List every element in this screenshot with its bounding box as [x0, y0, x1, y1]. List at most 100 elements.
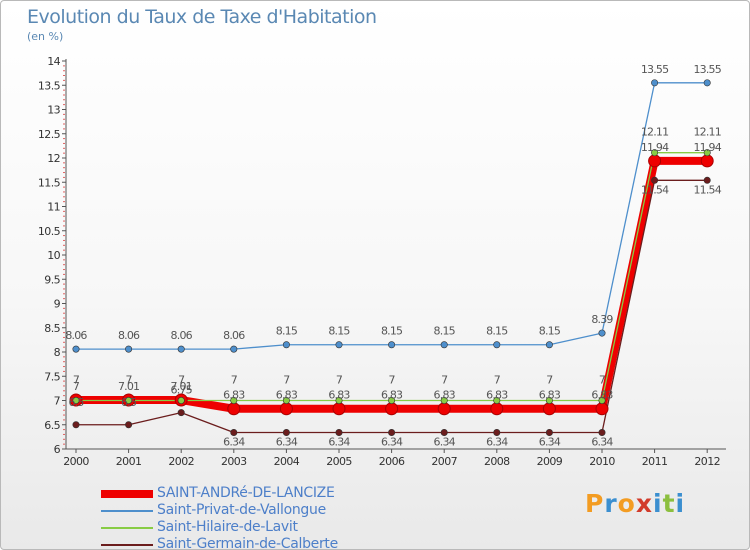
logo-letter: i: [675, 489, 686, 518]
x-tick-label: 2006: [379, 455, 405, 468]
data-point: [72, 421, 80, 429]
x-tick-label: 2002: [168, 455, 194, 468]
data-point: [651, 149, 659, 157]
data-point: [335, 396, 343, 404]
data-point: [595, 402, 609, 416]
data-point: [437, 402, 451, 416]
y-tick-label: 7.5: [44, 370, 60, 383]
data-point: [335, 341, 343, 349]
data-point: [493, 396, 501, 404]
logo-letter: P: [585, 489, 605, 518]
legend-swatch: [101, 527, 153, 529]
y-tick-label: 13: [47, 104, 60, 117]
data-label: 6.34: [591, 436, 613, 449]
data-label: 6.34: [434, 436, 456, 449]
x-tick-label: 2010: [589, 455, 615, 468]
series-line: [76, 82, 708, 350]
data-point: [230, 396, 238, 404]
data-point: [177, 345, 185, 353]
y-tick-label: 13.5: [38, 79, 61, 92]
x-tick-label: 2003: [221, 455, 247, 468]
x-tick-label: 2005: [326, 455, 352, 468]
legend-item: Saint-Privat-de-Vallongue: [101, 502, 421, 520]
data-label: 7.01: [118, 380, 139, 393]
data-label: 6.83: [434, 389, 456, 402]
data-label: 6.83: [486, 389, 508, 402]
x-tick-label: 2000: [63, 455, 89, 468]
data-label: 8.15: [434, 325, 456, 338]
legend-label: SAINT-ANDRé-DE-LANCIZE: [157, 485, 335, 501]
logo-letter: x: [635, 489, 653, 518]
y-tick-label: 6.5: [44, 419, 60, 432]
data-point: [282, 341, 290, 349]
x-tick-label: 2009: [537, 455, 563, 468]
data-point: [388, 396, 396, 404]
data-label: 8.15: [276, 325, 298, 338]
logo-letter: r: [604, 489, 618, 518]
data-label: 8.06: [171, 329, 193, 342]
y-tick-label: 6: [54, 443, 61, 456]
logo-letter: t: [662, 489, 676, 518]
data-point: [72, 345, 80, 353]
data-point: [545, 396, 553, 404]
y-tick-label: 10: [47, 249, 60, 262]
data-label: 8.06: [223, 329, 245, 342]
data-point: [598, 329, 606, 337]
data-point: [125, 345, 133, 353]
data-label: 7: [231, 374, 238, 387]
y-tick-label: 12: [47, 152, 60, 165]
data-label: 12.11: [693, 126, 721, 139]
data-point: [230, 345, 238, 353]
chart-title: Evolution du Taux de Taxe d'Habitation: [27, 6, 377, 28]
data-label: 7: [388, 374, 395, 387]
data-point: [388, 429, 396, 437]
legend-item: Saint-Germain-de-Calberte: [101, 536, 421, 550]
data-label: 6.34: [328, 436, 350, 449]
data-point: [279, 402, 293, 416]
data-label: 8.15: [486, 325, 508, 338]
data-point: [440, 429, 448, 437]
legend-swatch: [101, 490, 153, 498]
legend-label: Saint-Hilaire-de-Lavit: [157, 519, 298, 535]
data-label: 7: [599, 374, 606, 387]
data-label: 6.83: [276, 389, 298, 402]
data-label: 6.83: [223, 389, 245, 402]
logo-letter: o: [617, 489, 636, 518]
data-label: 7: [73, 380, 80, 393]
data-label: 7: [283, 374, 290, 387]
data-label: 7: [546, 374, 553, 387]
data-label: 6.34: [223, 436, 245, 449]
data-label: 11.54: [693, 183, 721, 196]
data-label: 11.94: [641, 141, 669, 154]
legend-label: Saint-Germain-de-Calberte: [157, 536, 338, 550]
data-label: 6.34: [276, 436, 298, 449]
data-point: [700, 154, 714, 168]
data-label: 6.34: [381, 436, 403, 449]
data-label: 7: [73, 374, 80, 387]
data-point: [440, 341, 448, 349]
y-tick-label: 8.5: [44, 322, 60, 335]
data-point: [703, 79, 711, 87]
data-point: [335, 429, 343, 437]
data-label: 7: [336, 374, 343, 387]
data-label: 8.15: [328, 325, 350, 338]
x-tick-label: 2007: [431, 455, 457, 468]
data-point: [72, 396, 80, 404]
data-label: 7.01: [171, 380, 192, 393]
data-point: [703, 176, 711, 184]
data-point: [125, 396, 133, 404]
data-label: 8.06: [118, 329, 140, 342]
data-point: [651, 79, 659, 87]
y-tick-label: 9.5: [44, 273, 60, 286]
y-tick-label: 8: [54, 346, 61, 359]
y-tick-label: 10.5: [38, 225, 61, 238]
data-label: 8.39: [591, 313, 613, 326]
data-label: 11.54: [641, 183, 669, 196]
data-label: 6.34: [486, 436, 508, 449]
data-point: [230, 429, 238, 437]
y-tick-label: 7: [54, 395, 61, 408]
data-point: [177, 409, 185, 417]
data-label: 7: [494, 374, 501, 387]
